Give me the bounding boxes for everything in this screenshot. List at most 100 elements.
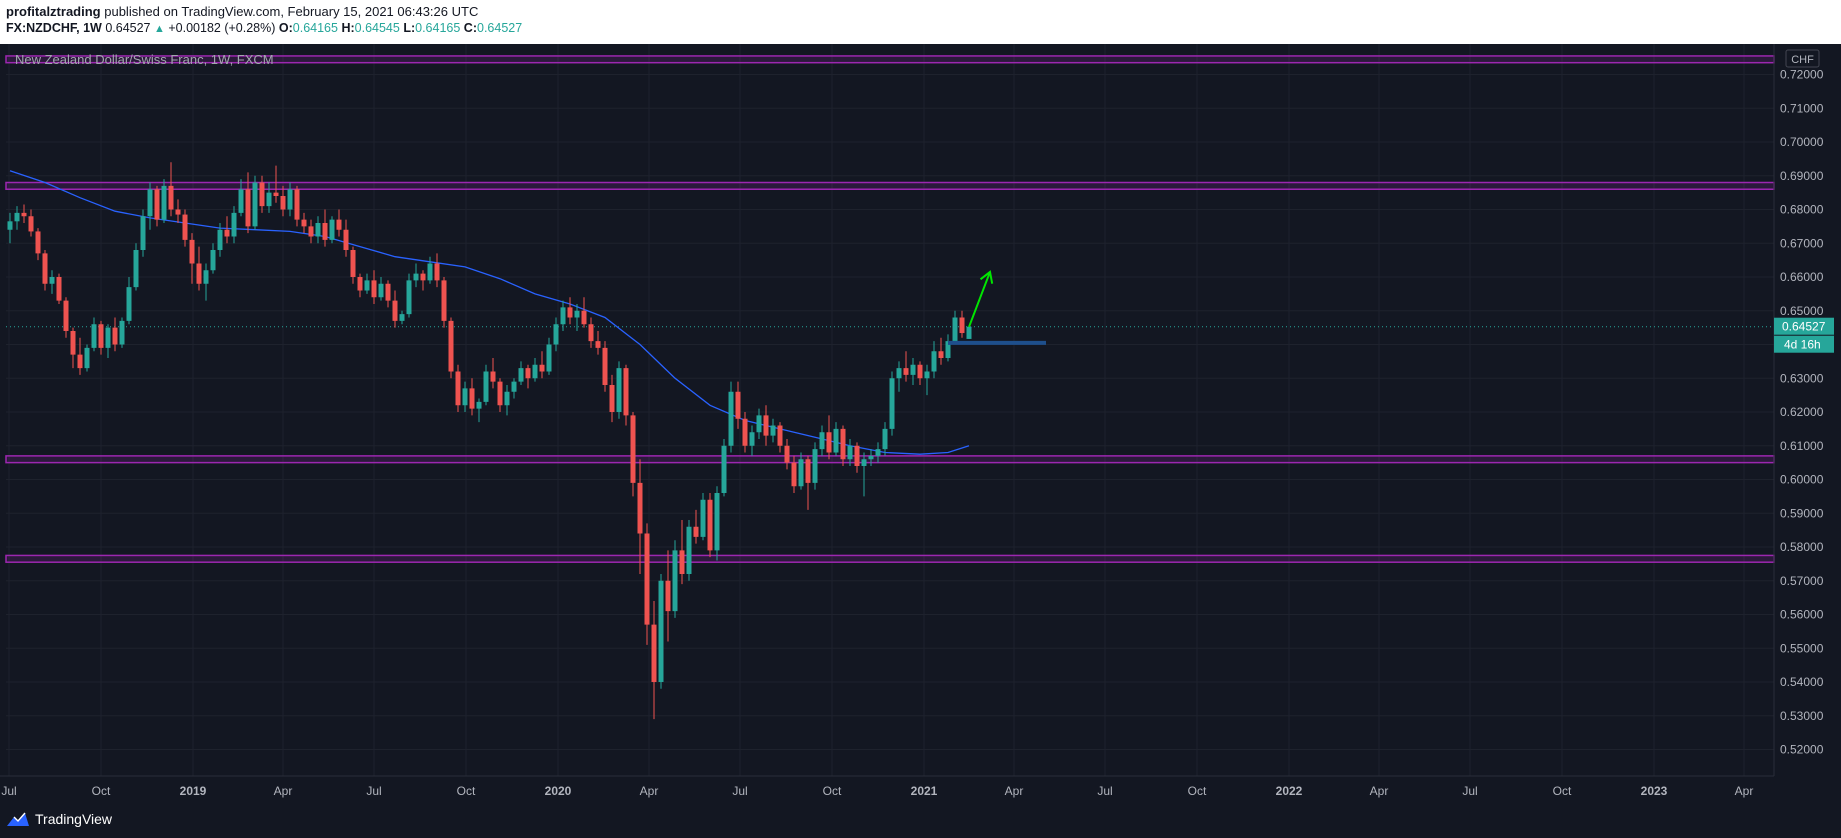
candle-body[interactable] [735,391,741,419]
candle-body[interactable] [847,445,853,460]
candle-body[interactable] [441,280,447,321]
candle-body[interactable] [812,449,818,483]
candle-body[interactable] [567,307,573,318]
candle-body[interactable] [630,415,636,483]
candle-body[interactable] [133,250,139,288]
candle-body[interactable] [140,216,146,250]
candle-body[interactable] [756,415,762,433]
candle-body[interactable] [714,493,720,551]
candle-body[interactable] [602,347,608,385]
candle-body[interactable] [308,226,314,237]
candle-body[interactable] [889,378,895,429]
candle-body[interactable] [875,449,881,456]
candle-body[interactable] [511,381,517,392]
candle-body[interactable] [476,401,482,409]
candle-body[interactable] [266,192,272,207]
candle-body[interactable] [49,277,55,284]
candle-body[interactable] [826,432,832,453]
candle-body[interactable] [168,185,174,210]
candle-body[interactable] [938,351,944,358]
candle-body[interactable] [427,263,433,281]
candle-body[interactable] [119,320,125,345]
candle-body[interactable] [609,385,615,412]
candle-body[interactable] [679,550,685,574]
candle-body[interactable] [161,185,167,220]
candle-body[interactable] [378,283,384,298]
forecast-arrow-head[interactable] [979,270,994,284]
candle-body[interactable] [819,432,825,450]
candle-body[interactable] [924,371,930,379]
candle-body[interactable] [455,371,461,406]
candle-body[interactable] [294,189,300,220]
candle-body[interactable] [882,428,888,450]
candle-body[interactable] [707,499,713,551]
candle-body[interactable] [644,533,650,625]
candle-body[interactable] [7,221,13,230]
candle-body[interactable] [406,280,412,315]
candle-body[interactable] [392,300,398,321]
candle-body[interactable] [917,364,923,379]
candle-body[interactable] [14,212,20,222]
candle-body[interactable] [56,277,62,301]
candle-body[interactable] [147,189,153,217]
candle-body[interactable] [665,580,671,612]
candle-body[interactable] [210,250,216,271]
candle-body[interactable] [448,320,454,372]
candle-body[interactable] [371,280,377,298]
candle-body[interactable] [518,368,524,382]
candle-body[interactable] [350,250,356,277]
candle-body[interactable] [322,223,328,240]
candle-body[interactable] [959,317,965,334]
candle-body[interactable] [196,263,202,284]
candle-body[interactable] [854,445,860,466]
candle-body[interactable] [770,425,776,436]
candle-body[interactable] [798,459,804,487]
candle-body[interactable] [525,368,531,379]
candle-body[interactable] [616,368,622,412]
candle-body[interactable] [504,391,510,406]
candle-body[interactable] [336,219,342,230]
candle-body[interactable] [280,196,286,210]
candle-body[interactable] [112,327,118,345]
candle-body[interactable] [546,344,552,372]
candle-body[interactable] [203,270,209,284]
candle-body[interactable] [910,364,916,375]
candle-body[interactable] [364,280,370,291]
forecast-arrow-shaft[interactable] [968,271,991,328]
candle-body[interactable] [595,341,601,348]
sr-zone[interactable] [5,554,1775,563]
candle-body[interactable] [469,388,475,409]
candle-body[interactable] [245,189,251,227]
candle-body[interactable] [217,229,223,250]
candle-body[interactable] [301,219,307,227]
candle-body[interactable] [651,624,657,682]
candle-body[interactable] [763,415,769,436]
candle-body[interactable] [413,273,419,281]
candle-body[interactable] [497,381,503,406]
candle-body[interactable] [945,341,951,358]
candle-body[interactable] [791,462,797,487]
candle-body[interactable] [182,214,188,240]
candle-body[interactable] [42,253,48,284]
candle-body[interactable] [315,223,321,237]
candle-body[interactable] [98,324,104,348]
candle-body[interactable] [77,354,83,369]
candle-body[interactable] [420,273,426,281]
candle-body[interactable] [329,219,335,240]
candle-body[interactable] [840,428,846,460]
author-name[interactable]: profitalztrading [6,4,101,19]
candle-body[interactable] [259,182,265,207]
candle-body[interactable] [238,189,244,213]
candle-body[interactable] [434,263,440,281]
candle-body[interactable] [483,371,489,402]
candle-body[interactable] [749,432,755,446]
sr-zone[interactable] [5,181,1775,190]
candle-body[interactable] [154,189,160,220]
candle-body[interactable] [777,425,783,446]
candle-body[interactable] [399,314,405,321]
candle-body[interactable] [903,368,909,375]
candle-body[interactable] [700,499,706,537]
candle-body[interactable] [273,192,279,196]
candle-body[interactable] [896,368,902,379]
candle-body[interactable] [287,189,293,210]
